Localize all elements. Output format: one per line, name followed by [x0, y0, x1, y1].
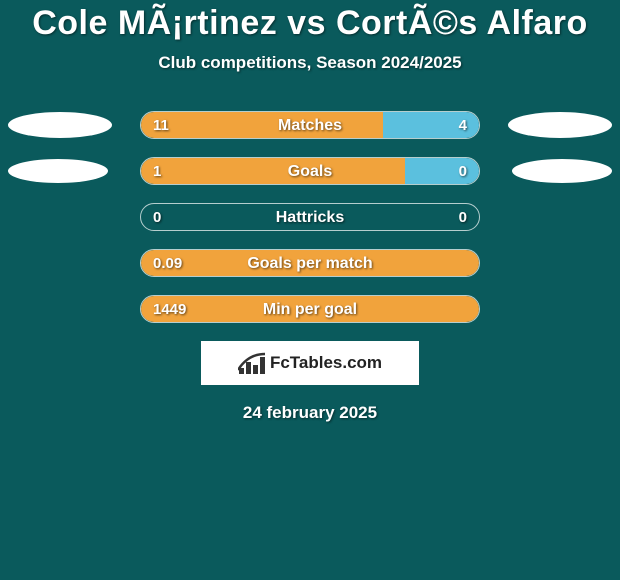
- stat-label: Hattricks: [141, 204, 479, 231]
- player-right-ellipse: [508, 112, 612, 138]
- stat-value-left: 1449: [153, 296, 186, 323]
- stat-bar-left: [141, 158, 405, 184]
- stat-bar-track: 114Matches: [140, 111, 480, 139]
- stat-bar-left: [141, 112, 383, 138]
- stat-rows: 114Matches10Goals00Hattricks0.09Goals pe…: [0, 111, 620, 323]
- stat-row: 0.09Goals per match: [0, 249, 620, 277]
- date-text: 24 february 2025: [0, 403, 620, 423]
- stat-value-left: 1: [153, 158, 161, 185]
- stat-bar-track: 10Goals: [140, 157, 480, 185]
- logo-chart-icon: [238, 352, 266, 374]
- stat-bar-track: 1449Min per goal: [140, 295, 480, 323]
- stat-value-right: 4: [459, 112, 467, 139]
- player-left-ellipse: [8, 112, 112, 138]
- page-subtitle: Club competitions, Season 2024/2025: [0, 53, 620, 73]
- stat-row: 10Goals: [0, 157, 620, 185]
- stat-row: 1449Min per goal: [0, 295, 620, 323]
- stat-row: 114Matches: [0, 111, 620, 139]
- stat-bar-track: 0 0Hattricks: [140, 203, 480, 231]
- logo-swoosh-icon: [238, 352, 266, 374]
- logo-box: FcTables.com: [201, 341, 419, 385]
- infographic-container: Cole MÃ¡rtinez vs CortÃ©s Alfaro Club co…: [0, 0, 620, 580]
- stat-value-right: 0: [459, 158, 467, 185]
- stat-value-left: 0.09: [153, 250, 182, 277]
- stat-value-right: 0: [459, 204, 467, 231]
- logo-text: FcTables.com: [270, 353, 382, 373]
- stat-bar-right: [405, 158, 479, 184]
- player-right-ellipse: [512, 159, 612, 183]
- page-title: Cole MÃ¡rtinez vs CortÃ©s Alfaro: [0, 4, 620, 43]
- stat-value-left: 11: [153, 112, 169, 139]
- stat-value-left: 0: [153, 204, 161, 231]
- stat-bar-left: [141, 296, 479, 322]
- logo-inner: FcTables.com: [238, 352, 382, 374]
- stat-bar-track: 0.09Goals per match: [140, 249, 480, 277]
- stat-bar-left: [141, 250, 479, 276]
- stat-row: 0 0Hattricks: [0, 203, 620, 231]
- player-left-ellipse: [8, 159, 108, 183]
